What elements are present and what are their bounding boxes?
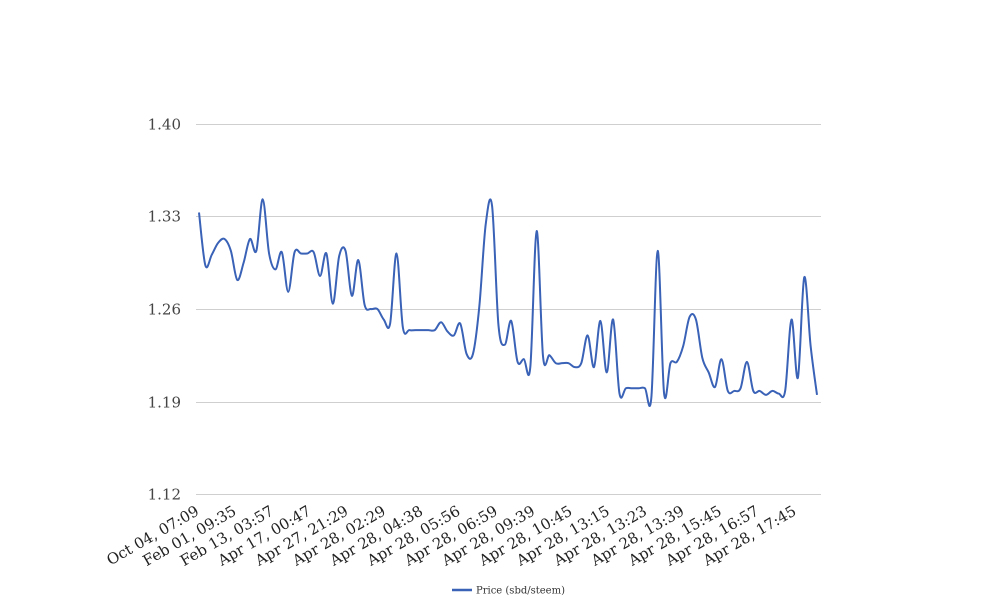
legend: Price (sbd/steem) bbox=[452, 586, 565, 597]
y-tick-label: 1.26 bbox=[148, 301, 181, 319]
grid-lines bbox=[196, 124, 821, 495]
y-tick-label: 1.40 bbox=[148, 116, 181, 134]
series-lines bbox=[198, 198, 818, 407]
legend-label-price: Price (sbd/steem) bbox=[476, 586, 565, 597]
y-tick-label: 1.33 bbox=[148, 208, 181, 226]
series-line-price bbox=[198, 198, 818, 407]
y-axis-tick-labels: 1.40 1.33 1.26 1.19 1.12 bbox=[148, 116, 181, 504]
y-tick-label: 1.12 bbox=[148, 486, 181, 504]
y-tick-label: 1.19 bbox=[148, 394, 181, 412]
